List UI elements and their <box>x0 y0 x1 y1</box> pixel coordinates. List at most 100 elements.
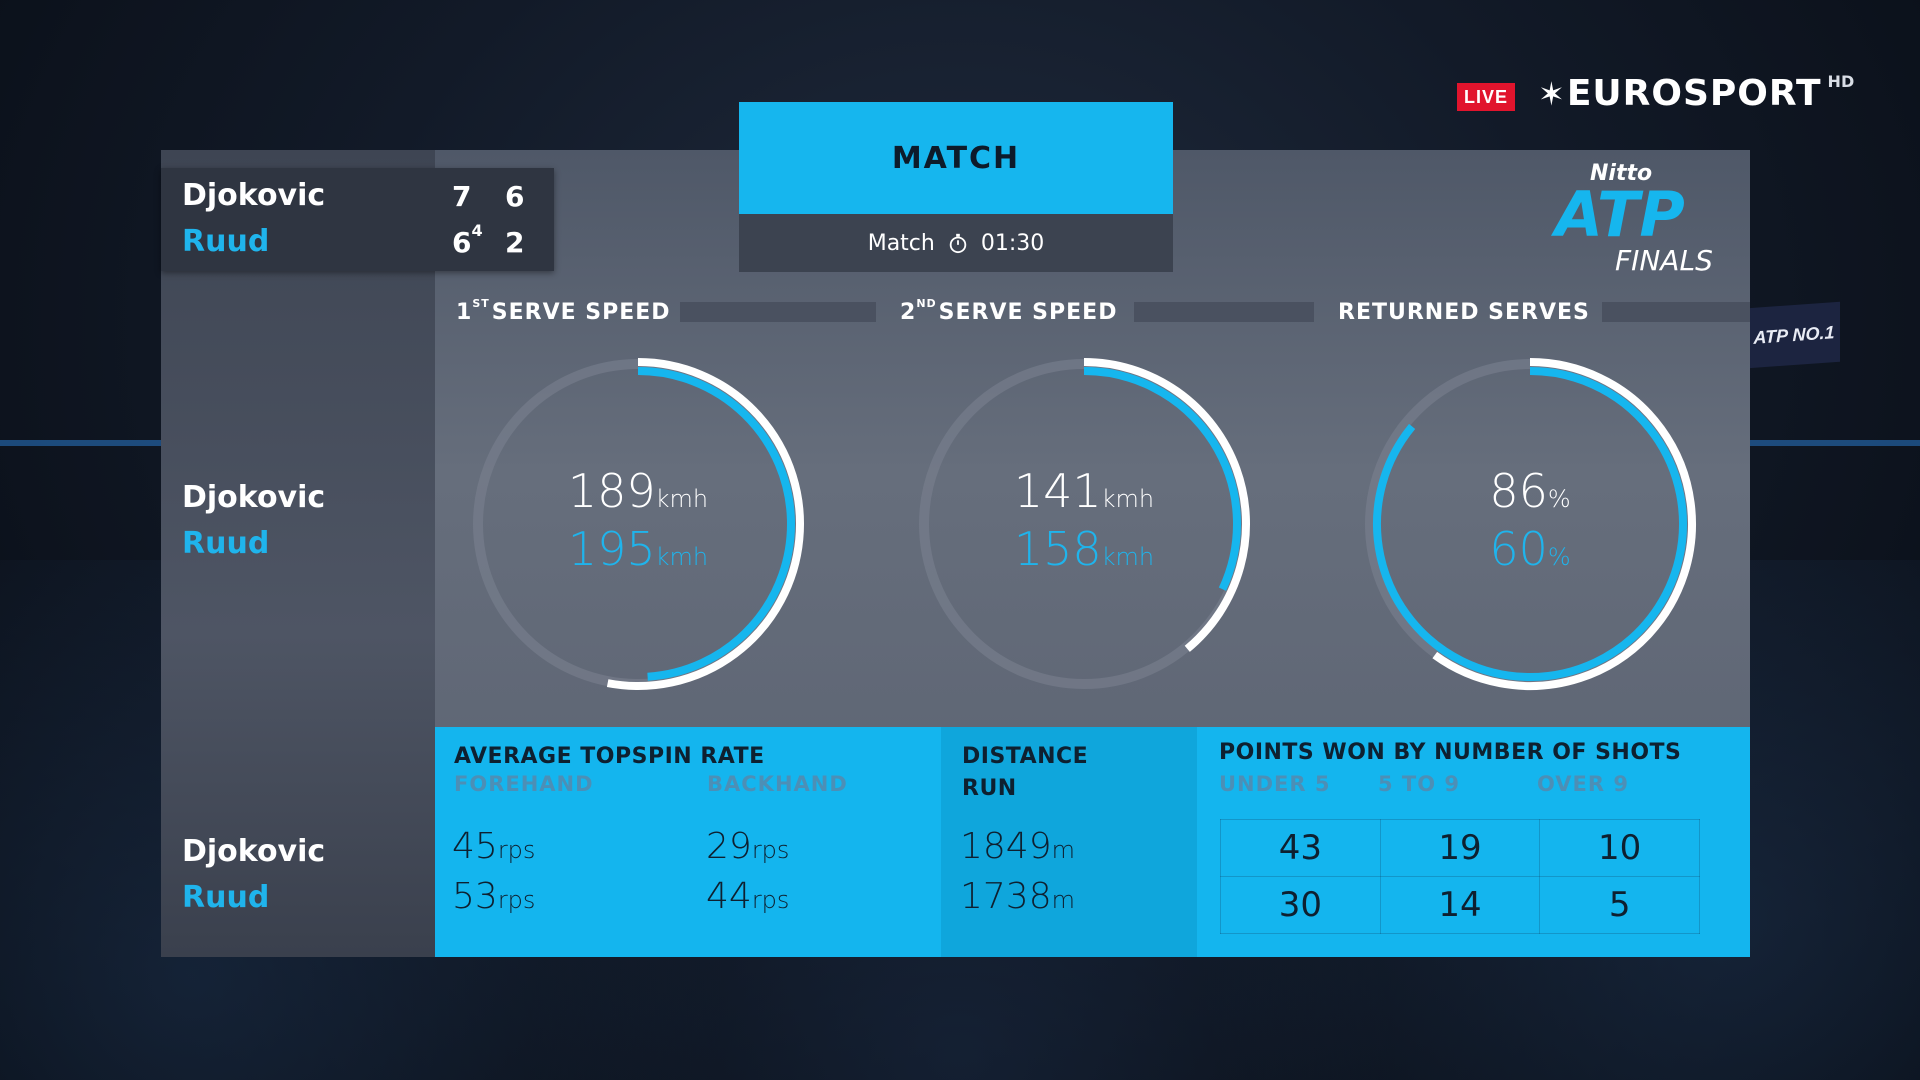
serve1-title-num: 1 <box>456 300 473 325</box>
returned-p2-number: 60 <box>1489 522 1548 576</box>
table-cell: 14 <box>1379 876 1541 934</box>
score-player-1: Djokovic <box>182 178 326 213</box>
table-cell: 43 <box>1220 819 1381 877</box>
serve2-p2-unit: kmh <box>1101 543 1155 571</box>
shots-col-5to9: 5 TO 9 <box>1378 772 1461 796</box>
eurosport-name: EUROSPORT <box>1566 73 1822 114</box>
p1-distance-value: 1849m <box>960 826 1075 867</box>
p2-distance-unit: m <box>1051 886 1076 914</box>
serve2-p1-unit: kmh <box>1101 485 1155 513</box>
p2-forehand-number: 53 <box>452 876 498 917</box>
serve2-p2-value: 158kmh <box>914 522 1254 576</box>
shots-title: POINTS WON BY NUMBER OF SHOTS <box>1219 740 1682 765</box>
serve2-p2-number: 158 <box>1013 522 1102 576</box>
p2-distance-value: 1738m <box>960 876 1075 917</box>
atp-finals-logo: Nitto ATP FINALS <box>1550 161 1713 276</box>
logo-nitto: Nitto <box>1590 161 1652 186</box>
serve1-title-sup: ST <box>472 296 490 310</box>
table-row: 30 14 5 <box>1220 876 1700 934</box>
p2-backhand-unit: rps <box>751 886 790 914</box>
live-badge: LIVE <box>1457 83 1515 111</box>
eurosport-star-icon: ✶ <box>1538 75 1565 113</box>
serve1-gauge: 189kmh 195kmh <box>468 354 808 694</box>
table-cell: 19 <box>1379 819 1541 877</box>
returned-p2-value: 60% <box>1360 522 1700 576</box>
serve1-ring <box>473 358 804 690</box>
p2-set1-tiebreak: 4 <box>471 220 483 240</box>
returned-p1-number: 86 <box>1489 464 1548 518</box>
title-divider <box>1602 302 1750 322</box>
returned-ring <box>1365 358 1696 690</box>
serve2-p1-value: 141kmh <box>914 464 1254 518</box>
backhand-label: BACKHAND <box>707 772 848 796</box>
p2-distance-number: 1738 <box>960 876 1052 917</box>
match-time-bar: Match 01:30 <box>739 214 1173 272</box>
shots-col-under5: UNDER 5 <box>1219 772 1331 796</box>
p1-forehand-value: 45rps <box>452 826 535 867</box>
gauge-row-player-2: Ruud <box>182 526 270 561</box>
serve2-title-sup: ND <box>916 296 937 310</box>
p1-forehand-number: 45 <box>452 826 498 867</box>
table-cell: 10 <box>1539 819 1700 877</box>
table-cell: 5 <box>1539 876 1700 934</box>
logo-atp: ATP <box>1550 178 1685 251</box>
gauge-row-player-1: Djokovic <box>182 480 326 515</box>
title-divider <box>1134 302 1314 322</box>
serve1-p2-value: 195kmh <box>468 522 808 576</box>
player-name-column <box>161 150 435 957</box>
score-player-2: Ruud <box>182 224 270 259</box>
match-time-label: Match <box>867 230 935 256</box>
stats-row-player-1: Djokovic <box>182 834 326 869</box>
p1-distance-number: 1849 <box>960 826 1052 867</box>
serve1-p2-number: 195 <box>567 522 656 576</box>
table-cell: 30 <box>1220 876 1381 934</box>
forehand-label: FOREHAND <box>454 772 594 796</box>
score-box <box>161 168 554 271</box>
logo-finals: FINALS <box>1615 244 1713 276</box>
p1-backhand-unit: rps <box>751 836 790 864</box>
serve1-p1-value: 189kmh <box>468 464 808 518</box>
serve1-title: 1STSERVE SPEED <box>456 296 671 325</box>
shots-table: 43 19 10 30 14 5 <box>1220 819 1700 934</box>
serve2-p1-arc <box>1083 367 1241 591</box>
distance-title-line1: DISTANCE <box>962 744 1089 769</box>
p1-set1-score: 7 <box>452 180 472 213</box>
topspin-title: AVERAGE TOPSPIN RATE <box>454 744 765 769</box>
p1-distance-unit: m <box>1051 836 1076 864</box>
table-row: 43 19 10 <box>1220 819 1700 877</box>
p2-forehand-unit: rps <box>497 886 536 914</box>
match-time-value: 01:30 <box>980 230 1045 256</box>
returned-gauge: 86% 60% <box>1360 354 1700 694</box>
returned-p2-unit: % <box>1547 543 1571 571</box>
p2-set2-score: 2 <box>505 226 525 259</box>
serve2-title-num: 2 <box>900 300 917 325</box>
returned-title: RETURNED SERVES <box>1338 300 1590 325</box>
p2-set1-games: 6 <box>452 226 472 259</box>
hd-label: HD <box>1827 72 1855 91</box>
returned-p1-value: 86% <box>1360 464 1700 518</box>
distance-panel <box>941 727 1197 957</box>
returned-p1-arc <box>1373 367 1687 681</box>
p1-set2-score: 6 <box>505 180 525 213</box>
serve2-gauge: 141kmh 158kmh <box>914 354 1254 694</box>
serve1-p1-number: 189 <box>567 464 656 518</box>
p2-set1-score: 64 <box>452 221 483 259</box>
stopwatch-icon <box>949 233 967 254</box>
distance-title-line2: RUN <box>962 776 1017 801</box>
sponsor-ad-board: ATP NO.1 <box>1748 301 1840 369</box>
serve2-title: 2NDSERVE SPEED <box>900 296 1117 325</box>
serve1-p1-arc <box>637 367 795 681</box>
stats-row-player-2: Ruud <box>182 880 270 915</box>
match-tab[interactable]: MATCH <box>739 102 1173 214</box>
eurosport-logo: ✶ EUROSPORT HD <box>1538 72 1854 116</box>
serve2-p2-arc <box>1083 358 1250 652</box>
p2-forehand-value: 53rps <box>452 876 535 917</box>
serve1-p2-arc <box>606 358 804 690</box>
serve1-p1-unit: kmh <box>655 485 709 513</box>
serve1-p2-unit: kmh <box>655 543 709 571</box>
p2-backhand-number: 44 <box>706 876 752 917</box>
p2-backhand-value: 44rps <box>706 876 789 917</box>
returned-p1-unit: % <box>1547 485 1571 513</box>
title-divider <box>680 302 876 322</box>
serve1-title-text: SERVE SPEED <box>491 300 671 325</box>
